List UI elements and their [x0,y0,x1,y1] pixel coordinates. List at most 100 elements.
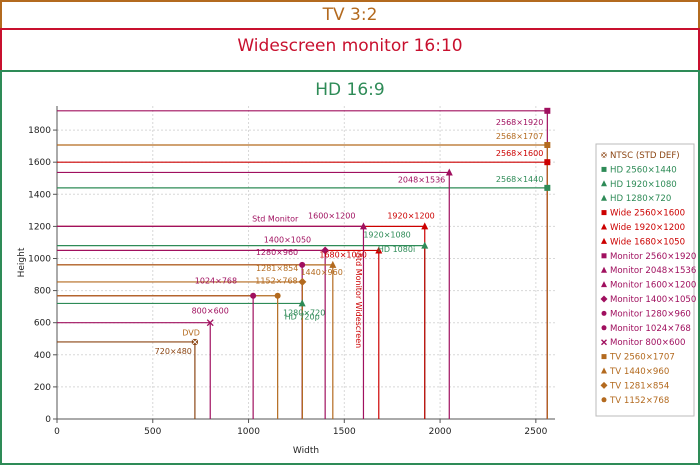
x-tick-label: 2500 [524,427,547,437]
y-tick-label: 1000 [28,254,51,264]
data-point [299,261,306,268]
legend-marker [601,237,607,244]
x-tick-label: 1500 [333,427,356,437]
data-point [544,159,551,166]
data-point [206,319,214,327]
point-label: 1280×960 [256,248,298,257]
legend-label: HD 2560×1440 [610,165,677,175]
data-point [421,222,429,230]
point-label: 1152×768 [255,277,297,286]
point-label: 2048×1536 [398,175,445,184]
data-point [250,292,257,299]
legend-marker [601,166,607,172]
y-tick-label: 400 [34,351,51,361]
y-tick-label: 1800 [28,126,51,136]
legend-label: Wide 2560×1600 [610,209,685,219]
y-tick-label: 0 [45,415,51,425]
point-label: 1680×1050 [319,250,366,259]
point-label: 2568×1440 [496,175,543,184]
legend-marker [601,253,607,259]
data-point [421,241,429,249]
annotation-label: Std Monitor Widescreen [354,253,363,348]
legend-label: NTSC (STD DEF) [610,151,680,161]
point-label: 1024×768 [195,277,237,286]
legend-label: Monitor 1280×960 [610,309,691,319]
data-point [544,142,551,149]
point-label: 1400×1050 [264,235,311,244]
legend-marker [601,223,607,230]
legend-marker [600,381,608,389]
legend-label: Wide 1920×1200 [610,223,685,233]
annotation-label: HD 1080i [378,245,415,254]
point-label: 1920×1200 [387,211,434,220]
annotation-label: Std Monitor [252,215,299,224]
point-label: 2568×1707 [496,132,543,141]
legend-marker [601,354,607,360]
data-point [445,168,453,176]
point-label: 1920×1080 [363,231,410,240]
legend-marker [601,194,607,201]
tv-band-title: TV 3:2 [322,5,378,25]
legend-marker [601,367,607,374]
point-label: 1281×854 [256,264,298,273]
y-axis-title: Height [17,247,27,277]
y-tick-label: 600 [34,319,51,329]
point-label: 1280×720 [283,308,325,317]
point-label: 1440×960 [300,268,342,277]
legend-label: Wide 1680×1050 [610,237,685,247]
data-point [329,260,337,268]
legend-marker [601,180,607,187]
legend-box [595,143,695,417]
hd-band: HD 16:9 [0,70,700,465]
point-label: 2568×1600 [496,149,543,158]
legend-label: TV 1440×960 [609,367,669,377]
data-point [191,338,199,346]
legend-marker [601,152,607,158]
point-label: 2568×1920 [496,118,543,127]
annotation-label: DVD [182,329,200,338]
data-point [544,107,551,114]
legend-marker [601,281,607,288]
legend-label: TV 2560×1707 [609,353,675,363]
data-point [359,222,367,230]
legend-marker [601,310,607,316]
point-label: 720×480 [155,347,192,356]
legend-marker [601,325,607,331]
point-label: 1600×1200 [308,211,355,220]
x-tick-label: 2000 [429,427,452,437]
wide-band-title: Widescreen monitor 16:10 [237,36,463,56]
y-tick-label: 1400 [28,190,51,200]
x-tick-label: 500 [144,427,161,437]
legend-label: TV 1281×854 [609,381,669,391]
data-point [544,184,551,191]
legend-label: HD 1280×720 [610,194,671,204]
legend-label: Monitor 2560×1920 [610,252,696,262]
x-axis-title: Width [293,446,319,456]
y-tick-label: 800 [34,287,51,297]
data-point [298,277,307,286]
legend-label: Monitor 1600×1200 [610,281,696,291]
annotation-label: HD 720p [285,312,320,321]
legend-marker [601,339,607,346]
y-tick-label: 1600 [28,158,51,168]
y-tick-label: 200 [34,383,51,393]
legend-label: TV 1152×768 [609,396,669,406]
legend-marker [601,397,607,403]
hd-band-title: HD 16:9 [315,80,385,100]
point-label: 800×600 [192,307,229,316]
y-tick-label: 1200 [28,222,51,232]
data-point [375,246,383,254]
legend-label: Monitor 2048×1536 [610,266,696,276]
legend-label: HD 1920×1080 [610,180,677,190]
plot-area [57,106,555,419]
data-point [274,292,281,299]
legend-label: Monitor 800×600 [610,338,685,348]
x-tick-label: 1000 [237,427,260,437]
legend-label: Monitor 1400×1050 [610,295,696,305]
legend-marker [600,295,608,303]
legend-marker [601,266,607,273]
legend-marker [601,210,607,216]
legend-label: Monitor 1024×768 [610,324,691,334]
data-point [321,246,330,255]
x-tick-label: 0 [54,427,60,437]
